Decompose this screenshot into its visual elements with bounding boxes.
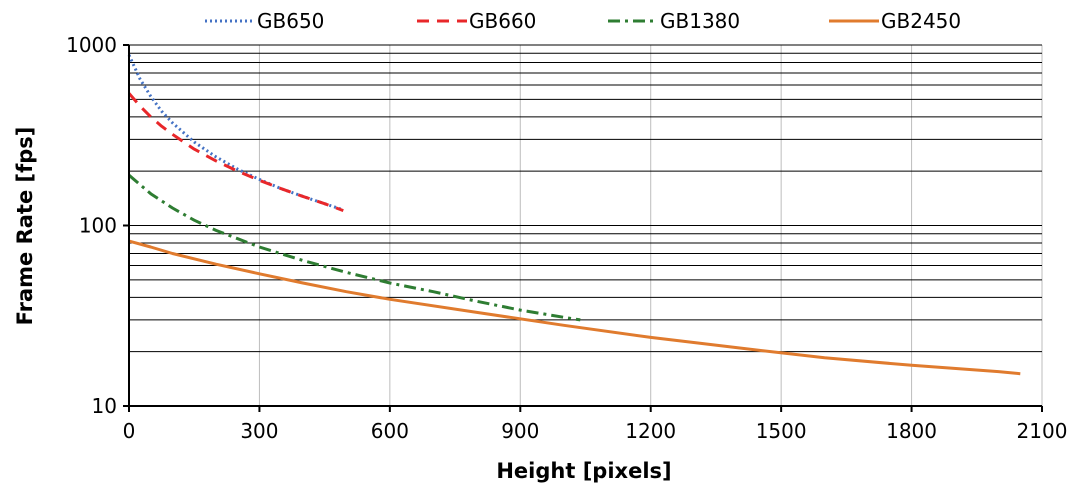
x-tick-label: 2100 — [1017, 419, 1068, 443]
x-tick-label: 1500 — [756, 419, 807, 443]
series-line-gb660 — [127, 92, 344, 213]
grid — [129, 44, 1043, 406]
series-line-gb1380 — [128, 174, 581, 322]
series-lines — [127, 54, 1021, 376]
legend: GB650 GB660 GB1380 GB2450 — [205, 9, 961, 33]
y-tick-label: 1000 — [66, 33, 117, 57]
y-tick-label: 100 — [79, 214, 117, 238]
series-line-gb650 — [127, 54, 344, 212]
x-tick-label: 1200 — [625, 419, 676, 443]
x-tick-label: 1800 — [886, 419, 937, 443]
x-tick-label: 600 — [371, 419, 409, 443]
x-axis-ticks: 0 300 600 900 1200 1500 1800 2100 — [123, 406, 1068, 443]
legend-label-gb2450: GB2450 — [881, 9, 961, 33]
x-tick-label: 300 — [240, 419, 278, 443]
legend-label-gb660: GB660 — [469, 9, 536, 33]
legend-label-gb1380: GB1380 — [660, 9, 740, 33]
x-tick-label: 0 — [123, 419, 136, 443]
x-tick-label: 900 — [501, 419, 539, 443]
y-axis-ticks: 10 100 1000 — [66, 33, 129, 418]
series-line-gb2450 — [128, 239, 1021, 376]
x-axis-title: Height [pixels] — [496, 459, 671, 483]
y-axis-title: Frame Rate [fps] — [13, 127, 37, 326]
legend-label-gb650: GB650 — [257, 9, 324, 33]
y-tick-label: 10 — [92, 394, 117, 418]
